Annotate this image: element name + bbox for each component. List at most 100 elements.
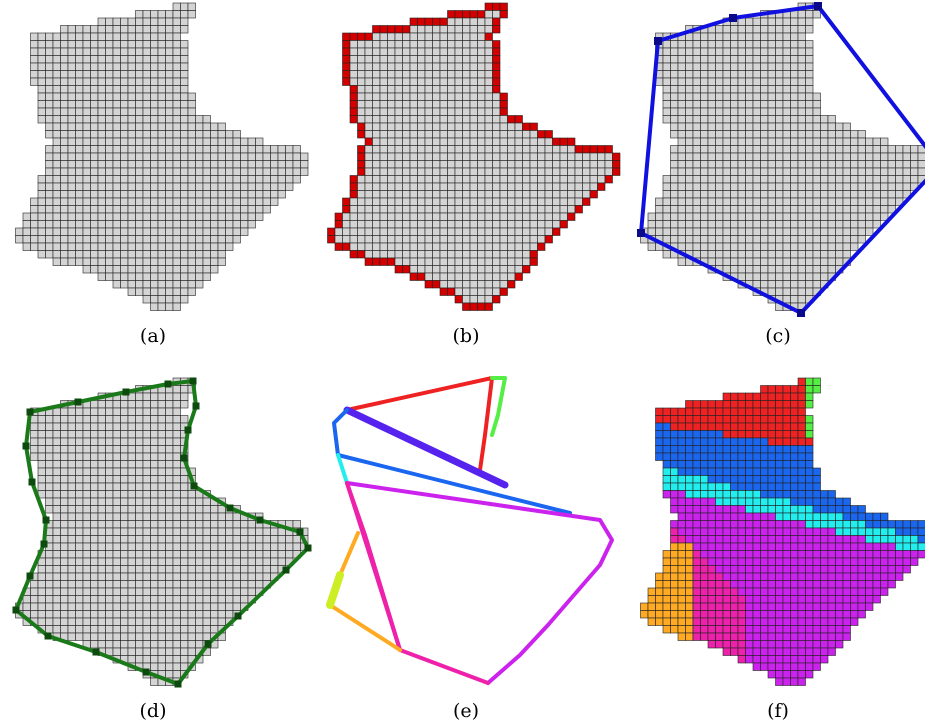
pixel: [775, 430, 784, 439]
pixel: [387, 175, 396, 184]
pixel: [797, 670, 806, 679]
pixel: [647, 220, 656, 229]
pixel: [225, 160, 234, 169]
pixel: [760, 572, 769, 581]
pixel: [767, 385, 776, 394]
pixel: [670, 422, 679, 431]
pixel: [887, 557, 896, 566]
pixel: [662, 467, 671, 476]
convex-hull-outline: [639, 4, 925, 315]
pixel: [454, 287, 463, 296]
pixel: [364, 122, 373, 131]
pixel: [707, 407, 716, 416]
pixel: [872, 152, 881, 161]
pixel: [30, 580, 39, 589]
pixel: [552, 167, 561, 176]
pixel: [120, 490, 129, 499]
pixel: [775, 520, 784, 529]
pixel: [767, 182, 776, 191]
pixel: [775, 182, 784, 191]
pixel: [349, 32, 358, 41]
pixel: [790, 415, 799, 424]
pixel: [210, 535, 219, 544]
pixel: [172, 212, 181, 221]
pixel: [544, 175, 553, 184]
pixel: [492, 85, 501, 94]
pixel: [700, 512, 709, 521]
pixel: [752, 662, 761, 671]
pixel: [692, 77, 701, 86]
pixel: [685, 625, 694, 634]
pixel: [469, 235, 478, 244]
pixel: [752, 572, 761, 581]
pixel: [150, 220, 159, 229]
pixel: [462, 17, 471, 26]
pixel: [537, 160, 546, 169]
pixel: [135, 220, 144, 229]
pixel: [797, 62, 806, 71]
pixel: [462, 235, 471, 244]
pixel: [477, 190, 486, 199]
pixel: [394, 257, 403, 266]
pixel: [722, 625, 731, 634]
pixel: [142, 572, 151, 581]
pixel: [805, 107, 814, 116]
pixel: [529, 130, 538, 139]
pixel: [737, 445, 746, 454]
pixel: [887, 520, 896, 529]
pixel: [357, 77, 366, 86]
pixel: [172, 475, 181, 484]
pixel: [225, 557, 234, 566]
pixel: [842, 512, 851, 521]
pixel: [379, 175, 388, 184]
pixel: [180, 482, 189, 491]
pixel: [349, 220, 358, 229]
pixel: [692, 535, 701, 544]
pixel: [187, 280, 196, 289]
pixel: [662, 415, 671, 424]
pixel: [60, 55, 69, 64]
pixel: [730, 137, 739, 146]
pixel: [67, 482, 76, 491]
pixel: [775, 92, 784, 101]
pixel: [409, 182, 418, 191]
pixel: [417, 70, 426, 79]
pixel: [797, 587, 806, 596]
pixel: [775, 130, 784, 139]
pixel: [150, 542, 159, 551]
pixel: [45, 445, 54, 454]
pixel: [730, 535, 739, 544]
pixel: [349, 197, 358, 206]
pixel: [217, 160, 226, 169]
pixel: [462, 107, 471, 116]
pixel: [880, 190, 889, 199]
pixel: [187, 92, 196, 101]
pixel: [172, 557, 181, 566]
pixel: [105, 512, 114, 521]
pixel: [722, 70, 731, 79]
pixel: [255, 175, 264, 184]
pixel: [394, 205, 403, 214]
pixel: [112, 595, 121, 604]
pixel: [797, 250, 806, 259]
pixel: [857, 205, 866, 214]
pixel: [37, 92, 46, 101]
pixel: [409, 115, 418, 124]
pixel: [790, 572, 799, 581]
pixel: [195, 160, 204, 169]
pixel: [67, 407, 76, 416]
pixel: [917, 542, 925, 551]
pixel: [722, 205, 731, 214]
pixel: [499, 280, 508, 289]
pixel: [752, 625, 761, 634]
pixel: [202, 505, 211, 514]
pixel: [417, 160, 426, 169]
pixel: [67, 527, 76, 536]
pixel: [112, 235, 121, 244]
pixel: [75, 430, 84, 439]
pixel: [202, 235, 211, 244]
pixel: [790, 512, 799, 521]
pixel: [685, 467, 694, 476]
pixel: [469, 220, 478, 229]
pixel: [225, 572, 234, 581]
